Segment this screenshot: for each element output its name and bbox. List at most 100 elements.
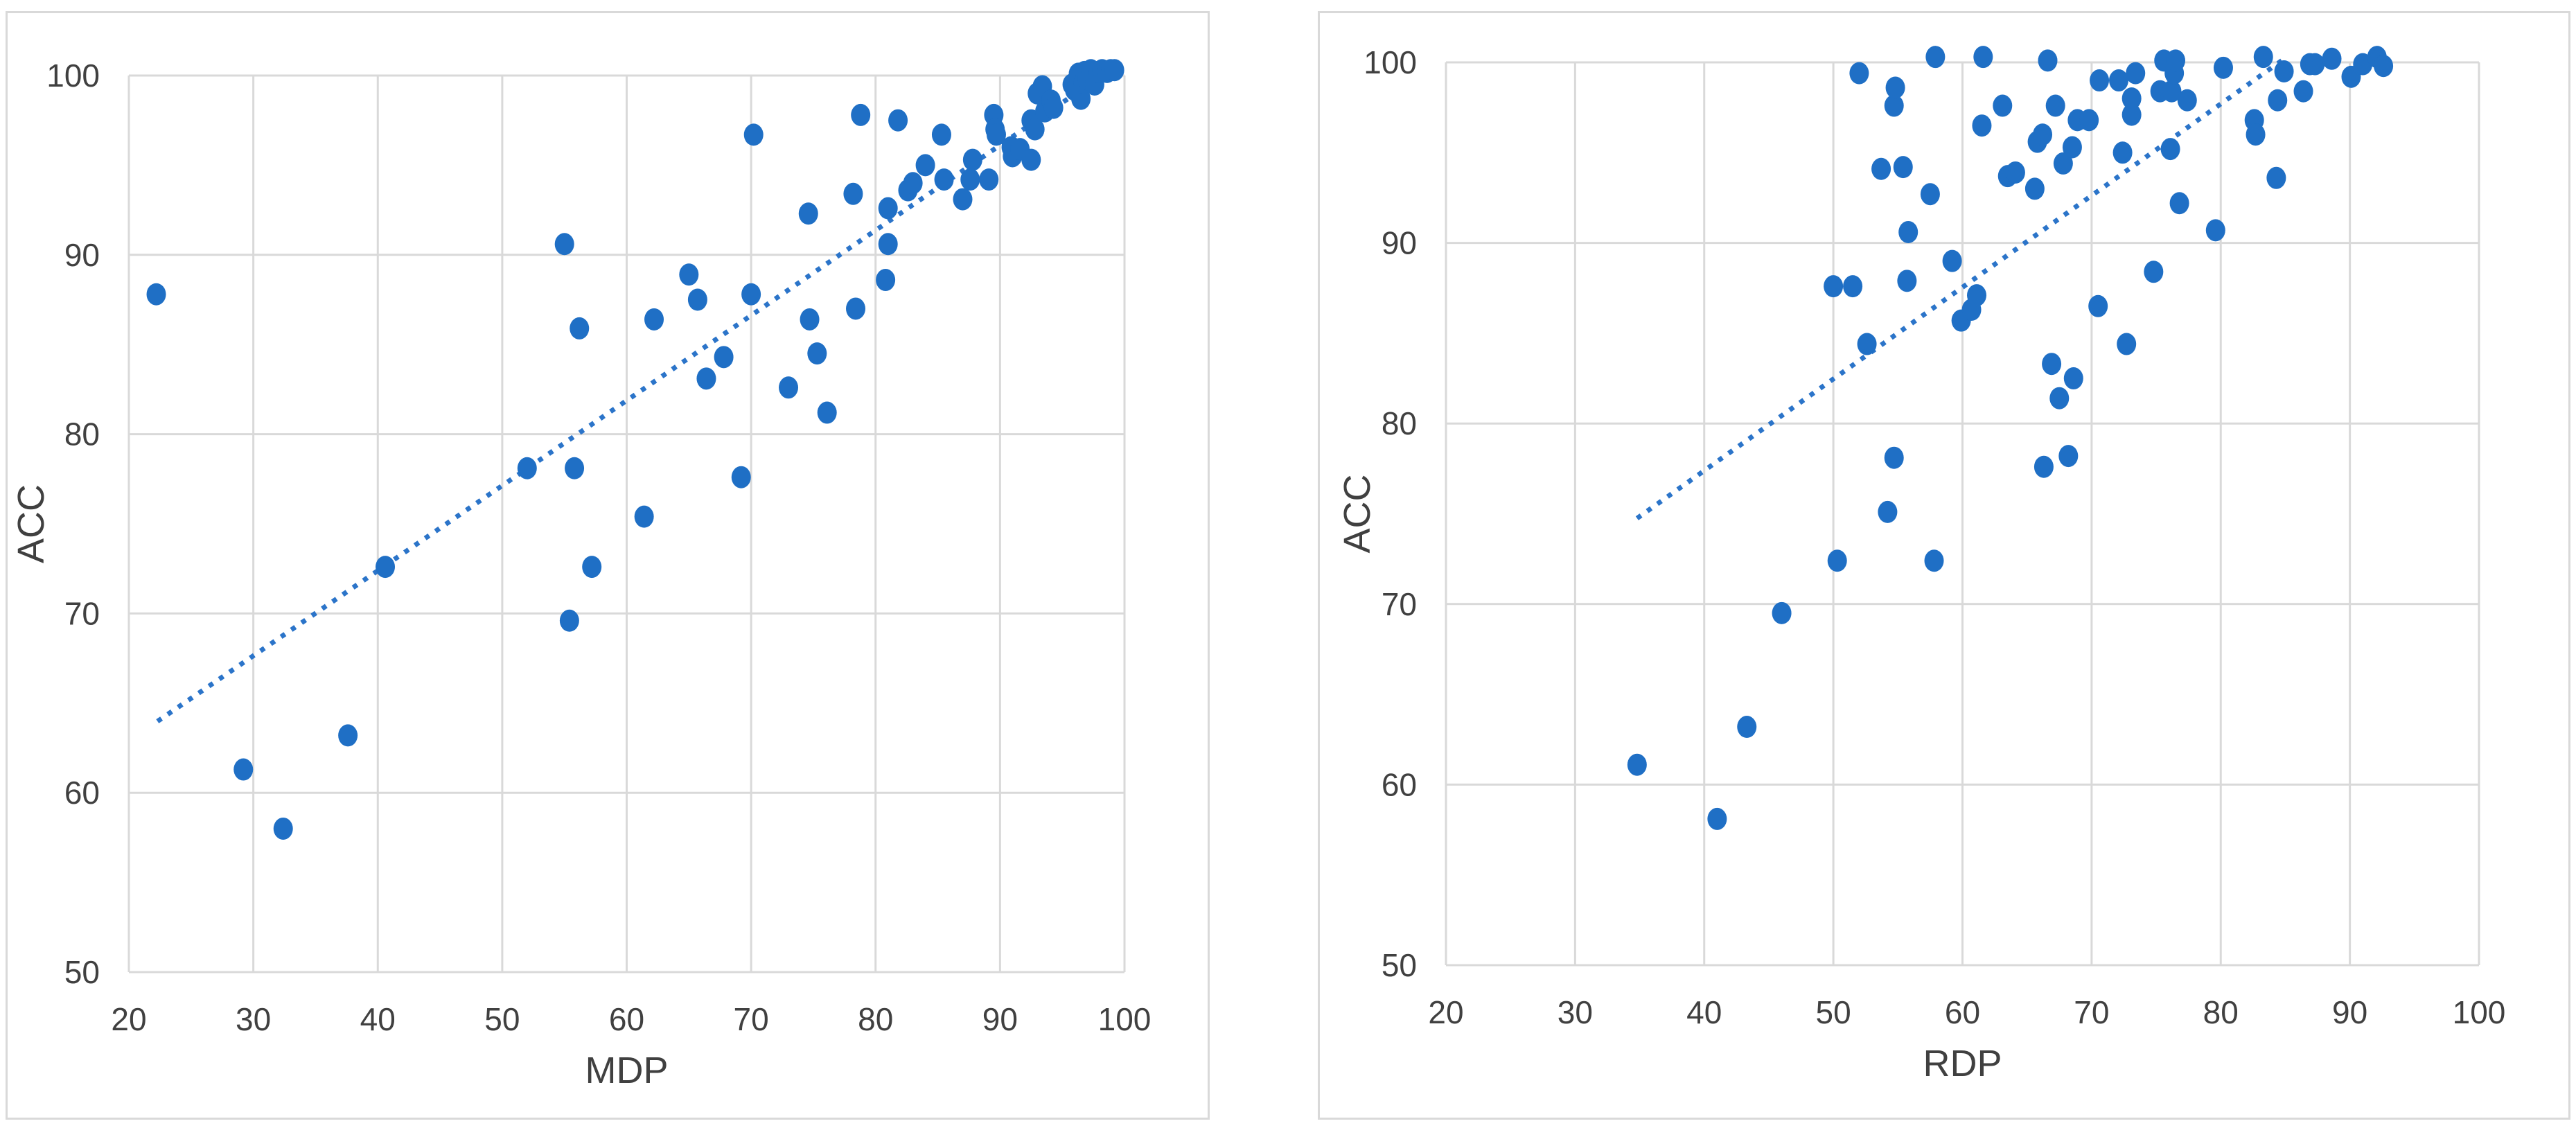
data-point: [915, 154, 935, 177]
data-point: [1707, 807, 1727, 830]
data-point: [2121, 103, 2142, 126]
data-point: [2166, 49, 2186, 72]
data-point: [2213, 56, 2233, 79]
scatter-chart-mdp: 20 30 40 50 60 70 80 90 100 50 60 70 80 90 100 MDP ACC: [10, 58, 1152, 1091]
data-point: [644, 308, 664, 331]
data-point: [714, 346, 734, 369]
data-point: [888, 109, 908, 132]
x-tick-label: 40: [360, 1001, 396, 1037]
x-tick-label: 60: [609, 1001, 644, 1037]
data-point: [1993, 94, 2013, 117]
x-tick-label: 40: [1686, 994, 1722, 1030]
x-tick-label: 80: [858, 1001, 893, 1037]
data-point: [1897, 270, 1917, 292]
y-tick-label: 50: [1382, 947, 1417, 983]
data-point: [146, 283, 166, 306]
data-point: [1843, 275, 1863, 298]
y-tick-label: 100: [46, 58, 100, 94]
y-tick-label: 70: [1382, 586, 1417, 622]
trendline: [1635, 55, 2287, 520]
y-tick-label: 100: [1364, 44, 1417, 80]
data-point: [2253, 46, 2273, 69]
y-tick-label: 90: [64, 237, 100, 273]
data-point: [986, 123, 1006, 146]
x-axis-title: RDP: [1923, 1043, 2002, 1084]
data-point: [1827, 549, 1847, 572]
data-point: [1885, 76, 1905, 99]
x-tick-label: 20: [1428, 994, 1463, 1030]
y-axis-title: ACC: [10, 484, 52, 563]
y-tick-label: 80: [1382, 405, 1417, 441]
x-tick-label: 90: [2332, 994, 2367, 1030]
data-point: [2112, 141, 2133, 164]
data-point: [1857, 333, 1877, 355]
data-point: [743, 123, 764, 146]
x-tick-label: 70: [734, 1001, 769, 1037]
data-point: [559, 609, 579, 632]
data-point: [1920, 183, 1940, 206]
data-point: [934, 168, 954, 191]
chart-panel-rdp: 20 30 40 50 60 70 80 90 100 50 60 70 80 90 100 RDP ACC: [1318, 11, 2570, 1120]
data-point: [2268, 89, 2288, 112]
data-point: [1849, 62, 1869, 85]
scatter-chart-rdp: 20 30 40 50 60 70 80 90 100 50 60 70 80 90 100 RDP ACC: [1336, 44, 2506, 1084]
data-point: [1871, 157, 1891, 180]
data-point: [2169, 192, 2189, 215]
x-tick-label: 70: [2074, 994, 2109, 1030]
data-point: [1925, 46, 1946, 69]
data-point: [2205, 219, 2225, 242]
data-point: [2374, 55, 2394, 78]
x-tick-label: 30: [236, 1001, 271, 1037]
data-point: [2053, 152, 2073, 175]
data-point: [2246, 123, 2266, 146]
data-point: [1104, 59, 1124, 82]
x-tick-label: 80: [2203, 994, 2239, 1030]
data-point: [696, 367, 716, 390]
data-point: [687, 288, 707, 311]
data-point: [376, 556, 396, 579]
data-point: [1898, 220, 1918, 243]
data-point: [2049, 387, 2070, 409]
x-tick-label: 30: [1558, 994, 1593, 1030]
x-tick-label: 100: [1098, 1001, 1152, 1037]
data-point: [2322, 47, 2342, 70]
x-tick-label: 100: [2453, 994, 2506, 1030]
data-point: [903, 172, 923, 195]
data-point: [846, 297, 866, 320]
data-point: [807, 342, 827, 365]
data-point: [273, 817, 293, 840]
data-point: [679, 263, 699, 286]
data-point: [2034, 455, 2054, 478]
x-tick-label: 60: [1945, 994, 1980, 1030]
data-point: [878, 233, 898, 256]
data-point: [1884, 94, 1904, 117]
x-axis-title: MDP: [585, 1050, 669, 1091]
data-point: [817, 401, 837, 424]
data-point: [2144, 261, 2164, 283]
data-point: [2177, 89, 2197, 112]
data-point: [953, 188, 973, 211]
data-point: [1043, 96, 1064, 119]
data-point: [800, 308, 820, 331]
data-point: [2109, 69, 2129, 92]
data-point: [2088, 294, 2108, 317]
data-point: [2305, 53, 2325, 76]
data-point: [1942, 249, 1962, 272]
data-point: [2160, 138, 2180, 161]
data-point: [2162, 80, 2182, 103]
data-point: [1973, 46, 1993, 69]
data-point: [1627, 753, 1647, 776]
data-point: [2266, 166, 2286, 189]
data-point: [554, 233, 574, 256]
x-tick-label: 20: [111, 1001, 146, 1037]
data-point: [962, 148, 982, 171]
data-point: [1824, 275, 1844, 298]
x-tick-label: 90: [982, 1001, 1018, 1037]
data-point: [2042, 353, 2062, 376]
y-axis-title: ACC: [1336, 474, 1378, 553]
data-point: [338, 724, 358, 747]
y-tick-label: 70: [64, 595, 100, 631]
data-point: [1967, 284, 1987, 307]
data-point: [741, 283, 761, 306]
data-point: [779, 376, 799, 399]
